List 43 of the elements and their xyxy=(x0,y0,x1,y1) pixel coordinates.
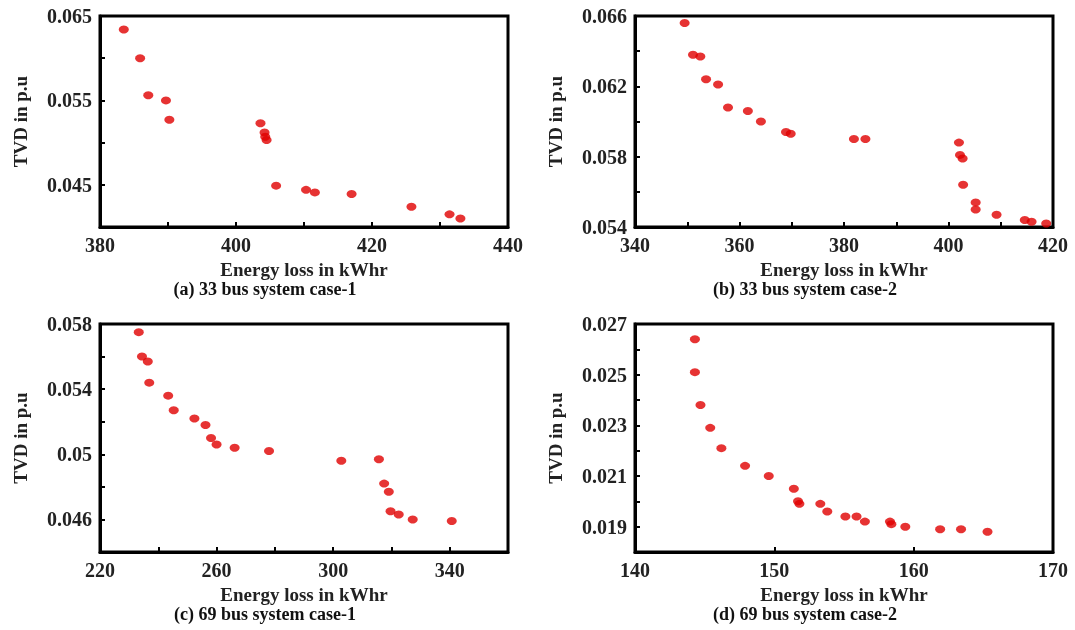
text: (c) 69 bus system case-1 xyxy=(174,604,356,625)
y-tick-label: 0.027 xyxy=(582,313,627,335)
x-tick-label: 380 xyxy=(85,234,115,256)
y-tick-label: 0.066 xyxy=(582,5,627,27)
text: (a) 33 bus system case-1 xyxy=(173,279,357,300)
x-tick-label: 170 xyxy=(1038,559,1068,581)
y-tick-label: 0.021 xyxy=(582,465,627,487)
x-tick-label: 400 xyxy=(221,234,251,256)
y-axis-title: TVD in p.u xyxy=(545,75,566,168)
y-tick-label: 0.055 xyxy=(47,89,92,112)
x-tick-label: 440 xyxy=(493,234,523,256)
x-tick-label: 220 xyxy=(85,559,115,581)
text: (d) 69 bus system case-2 xyxy=(713,604,897,625)
x-tick-label: 300 xyxy=(318,559,349,581)
y-tick-label: 0.025 xyxy=(582,363,627,386)
x-axis-title: Energy loss in kWhr xyxy=(220,583,389,605)
x-axis-title: Energy loss in kWhr xyxy=(220,258,389,280)
y-tick-label: 0.054 xyxy=(47,378,92,401)
x-tick-label: 340 xyxy=(434,559,465,581)
y-axis-title: TVD in p.u xyxy=(545,391,566,484)
y-tick-label: 0.058 xyxy=(582,145,627,168)
text: (b) 33 bus system case-2 xyxy=(713,279,897,300)
y-tick-label: 0.045 xyxy=(47,173,92,196)
x-tick-label: 260 xyxy=(201,559,232,581)
x-tick-label: 150 xyxy=(759,559,790,581)
x-tick-label: 160 xyxy=(898,559,929,581)
x-tick-label: 380 xyxy=(829,234,859,256)
y-tick-label: 0.023 xyxy=(582,414,627,437)
x-tick-label: 420 xyxy=(357,234,387,256)
x-axis-title: Energy loss in kWhr xyxy=(760,258,929,280)
y-tick-label: 0.058 xyxy=(47,313,92,335)
y-tick-label: 0.05 xyxy=(57,443,92,466)
x-tick-label: 140 xyxy=(620,559,650,581)
x-tick-label: 400 xyxy=(933,234,964,256)
x-tick-label: 360 xyxy=(724,234,755,256)
y-tick-label: 0.062 xyxy=(582,75,627,98)
y-tick-label: 0.065 xyxy=(47,5,92,27)
y-axis-title: TVD in p.u xyxy=(10,75,31,168)
x-axis-title: Energy loss in kWhr xyxy=(760,583,929,605)
y-axis-title: TVD in p.u xyxy=(10,391,31,484)
y-tick-label: 0.019 xyxy=(582,515,627,538)
x-tick-label: 420 xyxy=(1038,234,1068,256)
y-tick-label: 0.046 xyxy=(47,508,92,531)
